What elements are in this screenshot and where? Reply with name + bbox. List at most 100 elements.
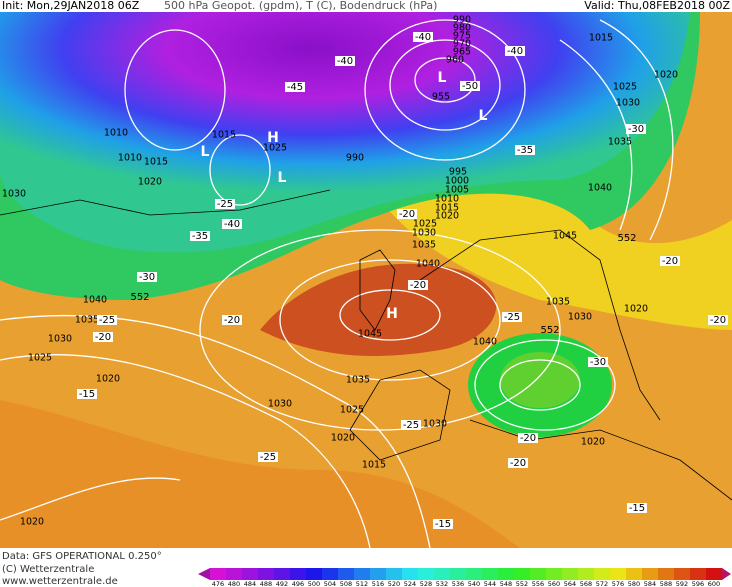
temperature-label-box bbox=[433, 519, 453, 529]
colorbar-label: 576 bbox=[612, 580, 624, 587]
temperature-label-box bbox=[335, 56, 355, 66]
colorbar-label: 516 bbox=[372, 580, 384, 587]
colorbar-swatch bbox=[498, 568, 515, 580]
colorbar-swatch bbox=[450, 568, 467, 580]
temperature-label: -50 bbox=[462, 81, 478, 92]
cold-pool-inner bbox=[500, 352, 580, 408]
colorbar-swatch bbox=[642, 568, 659, 580]
colorbar-swatch bbox=[434, 568, 451, 580]
colorbar-swatch bbox=[386, 568, 403, 580]
colorbar-swatch bbox=[242, 568, 259, 580]
colorbar-label: 572 bbox=[596, 580, 608, 587]
colorbar-swatch bbox=[610, 568, 627, 580]
warm-core bbox=[260, 263, 497, 356]
colorbar-swatch bbox=[210, 568, 227, 580]
temperature-label: -20 bbox=[410, 280, 426, 291]
temperature-label-box bbox=[413, 32, 433, 42]
map-ellipse bbox=[124, 29, 226, 151]
pressure-label: 1035 bbox=[346, 375, 370, 386]
colorbar: 476 480 484 488 492 496 500 504 508 512 516 520 524 5… bbox=[198, 568, 731, 587]
pressure-label: 1015 bbox=[589, 33, 613, 44]
temperature-label: -25 bbox=[403, 420, 419, 431]
temperature-label: -35 bbox=[192, 231, 208, 242]
pressure-label: 955 bbox=[432, 92, 450, 103]
colorbar-swatch bbox=[482, 568, 499, 580]
colorbar-label: 564 bbox=[564, 580, 576, 587]
temperature-label: -30 bbox=[590, 357, 606, 368]
colorbar-label: 548 bbox=[500, 580, 512, 587]
pressure-label: 1030 bbox=[48, 334, 72, 345]
temperature-label: -25 bbox=[99, 315, 115, 326]
colorbar-label: 512 bbox=[356, 580, 368, 587]
pressure-label: 970 bbox=[453, 39, 471, 50]
pressure-system: H bbox=[267, 130, 279, 146]
colorbar-swatch bbox=[322, 568, 339, 580]
temperature-label-box bbox=[408, 280, 428, 290]
colorbar-label: 556 bbox=[532, 580, 544, 587]
pressure-label: 1020 bbox=[20, 517, 44, 528]
pressure-label: 1020 bbox=[624, 304, 648, 315]
colorbar-label: 484 bbox=[244, 580, 256, 587]
colorbar-label: 508 bbox=[340, 580, 352, 587]
temperature-label-box bbox=[222, 315, 242, 325]
temperature-label: -40 bbox=[337, 56, 353, 67]
pressure-label: 1030 bbox=[2, 189, 26, 200]
map-path bbox=[349, 369, 451, 461]
temperature-label: -20 bbox=[510, 458, 526, 469]
map-ellipse bbox=[209, 134, 271, 206]
colorbar-swatch bbox=[594, 568, 611, 580]
temperature-label-box bbox=[258, 452, 278, 462]
colorbar-swatch bbox=[658, 568, 675, 580]
colorbar-label: 488 bbox=[260, 580, 272, 587]
pressure-system: H bbox=[386, 306, 398, 322]
pressure-label: 990 bbox=[346, 153, 364, 164]
map-ellipse bbox=[339, 289, 441, 341]
colorbar-swatch bbox=[690, 568, 707, 580]
colorbar-swatch bbox=[402, 568, 419, 580]
colorbar-swatch bbox=[578, 568, 595, 580]
map-ellipse bbox=[279, 259, 501, 381]
map-path bbox=[0, 354, 371, 549]
temperature-label: -20 bbox=[224, 315, 240, 326]
temperature-label-box bbox=[505, 46, 525, 56]
temperature-label: -15 bbox=[435, 519, 451, 530]
title-text: 500 hPa Geopot. (gpdm), T (C), Bodendruc… bbox=[164, 0, 437, 12]
pressure-system: L bbox=[438, 70, 447, 86]
pressure-label: 995 bbox=[449, 167, 467, 178]
temperature-label-box bbox=[222, 219, 242, 229]
map-ellipse bbox=[389, 39, 501, 131]
colorbar-label: 492 bbox=[276, 580, 288, 587]
pressure-label: 990 bbox=[453, 15, 471, 26]
colorbar-label: 592 bbox=[676, 580, 688, 587]
temperature-label-box bbox=[397, 209, 417, 219]
cold-region bbox=[0, 12, 690, 253]
pressure-label: 1005 bbox=[445, 185, 469, 196]
colorbar-swatch bbox=[626, 568, 643, 580]
pressure-label: 1020 bbox=[581, 437, 605, 448]
pressure-label: 1040 bbox=[588, 183, 612, 194]
colorbar-label: 568 bbox=[580, 580, 592, 587]
colorbar-swatch bbox=[290, 568, 307, 580]
temperature-label: -25 bbox=[504, 312, 520, 323]
colorbar-swatch bbox=[418, 568, 435, 580]
pressure-label: 1025 bbox=[413, 219, 437, 230]
colorbar-swatch bbox=[338, 568, 355, 580]
pressure-label: 1025 bbox=[28, 353, 52, 364]
temperature-label-box bbox=[660, 256, 680, 266]
colorbar-swatch bbox=[226, 568, 243, 580]
temperature-label-box bbox=[401, 420, 421, 430]
temperature-label: -25 bbox=[217, 199, 233, 210]
pressure-label: 1040 bbox=[83, 295, 107, 306]
colorbar-label: 580 bbox=[628, 580, 640, 587]
pressure-label: 1035 bbox=[546, 297, 570, 308]
temperature-label: -15 bbox=[79, 389, 95, 400]
map-ellipse bbox=[474, 339, 616, 431]
colorbar-label: 480 bbox=[228, 580, 240, 587]
colorbar-label: 560 bbox=[548, 580, 560, 587]
pressure-label: 1025 bbox=[340, 405, 364, 416]
colorbar-swatch bbox=[306, 568, 323, 580]
pressure-label: 975 bbox=[453, 31, 471, 42]
temperature-label-box bbox=[518, 433, 538, 443]
pressure-label: 1035 bbox=[608, 137, 632, 148]
colorbar-label: 552 bbox=[516, 580, 528, 587]
